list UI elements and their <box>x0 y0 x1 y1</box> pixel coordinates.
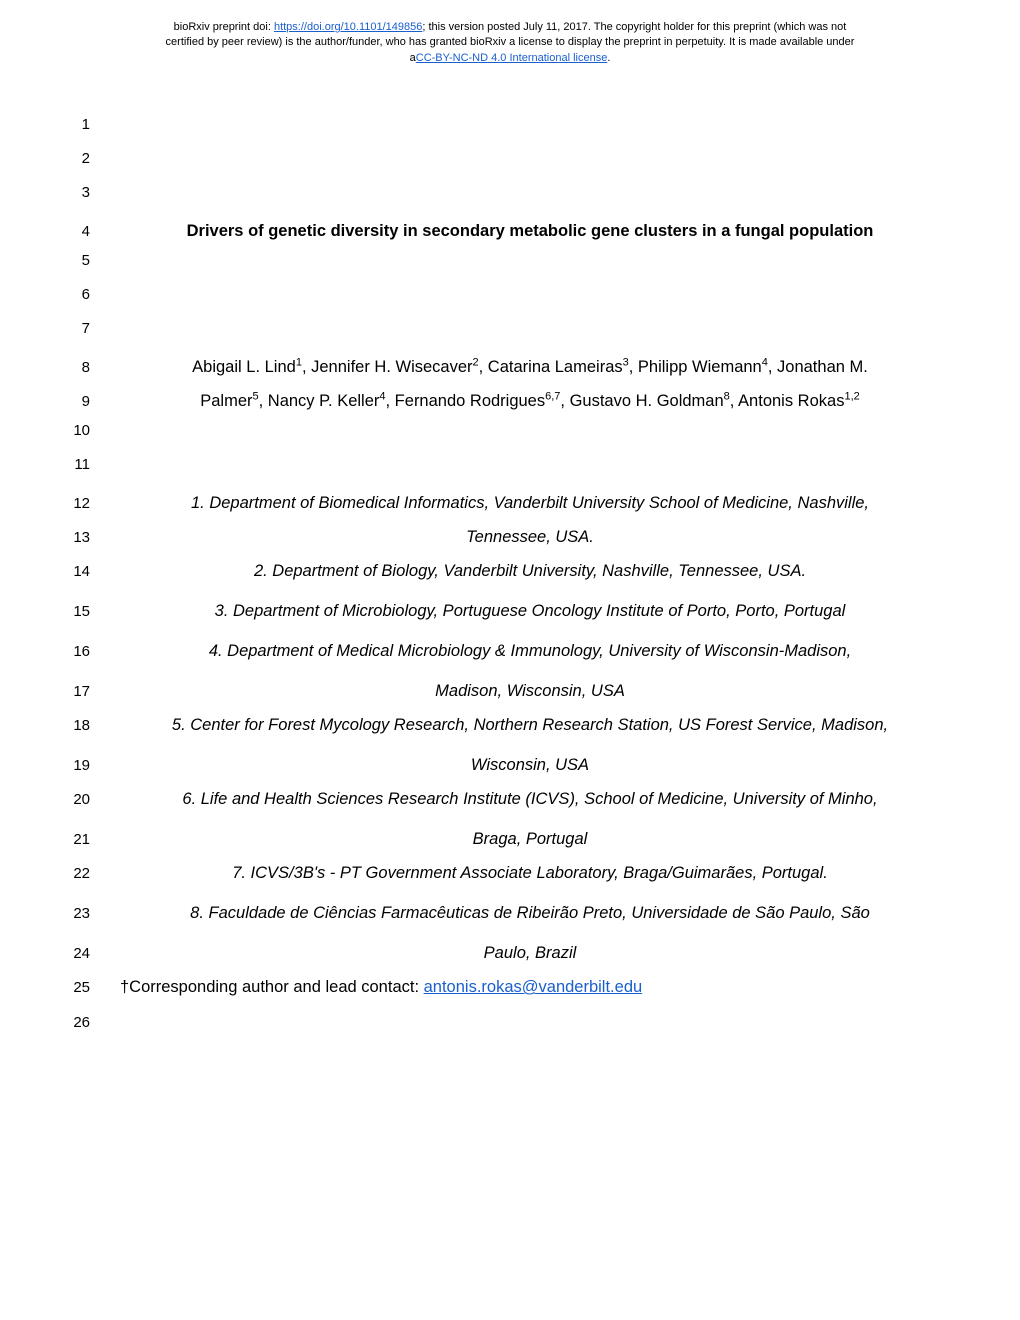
line-14-affiliation: 14 2. Department of Biology, Vanderbilt … <box>40 558 940 598</box>
preprint-header: bioRxiv preprint doi: https://doi.org/10… <box>0 0 1020 76</box>
affiliation-text: 3. Department of Microbiology, Portugues… <box>120 598 940 624</box>
header-line-2: certified by peer review) is the author/… <box>60 35 960 50</box>
author-name: , Philipp Wiemann <box>629 358 762 376</box>
author-name: , Fernando Rodrigues <box>386 392 546 410</box>
line-number: 24 <box>40 945 120 962</box>
line-20-affiliation: 20 6. Life and Health Sciences Research … <box>40 786 940 826</box>
line-number: 7 <box>40 320 120 337</box>
line-21-affiliation: 21 Braga, Portugal <box>40 826 940 860</box>
line-number: 1 <box>40 116 120 133</box>
line-number: 13 <box>40 529 120 546</box>
line-number: 2 <box>40 150 120 167</box>
line-7: 7 <box>40 320 940 354</box>
affiliation-text: Braga, Portugal <box>120 826 940 852</box>
line-1: 1 <box>40 116 940 150</box>
header-suffix-1: ; this version posted July 11, 2017. The… <box>422 21 846 33</box>
line-number: 16 <box>40 643 120 660</box>
line-number: 3 <box>40 184 120 201</box>
corresponding-prefix: †Corresponding author and lead contact: <box>120 978 424 996</box>
line-number: 18 <box>40 717 120 734</box>
corresponding-email-link[interactable]: antonis.rokas@vanderbilt.edu <box>424 978 643 996</box>
line-16-affiliation: 16 4. Department of Medical Microbiology… <box>40 638 940 678</box>
line-13-affiliation: 13 Tennessee, USA. <box>40 524 940 558</box>
line-number: 19 <box>40 757 120 774</box>
line-2: 2 <box>40 150 940 184</box>
line-6: 6 <box>40 286 940 320</box>
line-number: 10 <box>40 422 120 439</box>
corresponding-author-text: †Corresponding author and lead contact: … <box>120 974 940 1000</box>
line-18-affiliation: 18 5. Center for Forest Mycology Researc… <box>40 712 940 752</box>
line-number: 22 <box>40 865 120 882</box>
line-17-affiliation: 17 Madison, Wisconsin, USA <box>40 678 940 712</box>
line-number: 23 <box>40 905 120 922</box>
line-number: 8 <box>40 359 120 376</box>
affiliation-text: 2. Department of Biology, Vanderbilt Uni… <box>120 558 940 584</box>
line-number: 6 <box>40 286 120 303</box>
affiliation-text: 1. Department of Biomedical Informatics,… <box>120 490 940 516</box>
line-24-affiliation: 24 Paulo, Brazil <box>40 940 940 974</box>
author-name: , Catarina Lameiras <box>479 358 623 376</box>
line-number: 11 <box>40 456 120 473</box>
line-22-affiliation: 22 7. ICVS/3B's - PT Government Associat… <box>40 860 940 900</box>
manuscript-content: 1 2 3 4 Drivers of genetic diversity in … <box>0 76 1020 1094</box>
author-name: , Nancy P. Keller <box>259 392 380 410</box>
line-number: 15 <box>40 603 120 620</box>
paper-title: Drivers of genetic diversity in secondar… <box>120 218 940 244</box>
author-affil-sup: 6,7 <box>545 391 560 403</box>
license-link[interactable]: CC-BY-NC-ND 4.0 International license <box>416 52 608 64</box>
authors-text: Palmer5, Nancy P. Keller4, Fernando Rodr… <box>120 388 940 414</box>
author-name: , Gustavo H. Goldman <box>560 392 723 410</box>
affiliation-text: 8. Faculdade de Ciências Farmacêuticas d… <box>120 900 940 926</box>
line-10: 10 <box>40 422 940 456</box>
line-8-authors: 8 Abigail L. Lind1, Jennifer H. Wisecave… <box>40 354 940 388</box>
affiliation-text: Madison, Wisconsin, USA <box>120 678 940 704</box>
line-5: 5 <box>40 252 940 286</box>
affiliation-text: Wisconsin, USA <box>120 752 940 778</box>
header-line-3: aCC-BY-NC-ND 4.0 International license. <box>60 51 960 66</box>
line-number: 4 <box>40 223 120 240</box>
line-number: 9 <box>40 393 120 410</box>
line-23-affiliation: 23 8. Faculdade de Ciências Farmacêutica… <box>40 900 940 940</box>
line-19-affiliation: 19 Wisconsin, USA <box>40 752 940 786</box>
affiliation-text: 6. Life and Health Sciences Research Ins… <box>120 786 940 812</box>
affiliation-text: 7. ICVS/3B's - PT Government Associate L… <box>120 860 940 886</box>
line-number: 25 <box>40 979 120 996</box>
line-9-authors: 9 Palmer5, Nancy P. Keller4, Fernando Ro… <box>40 388 940 422</box>
line-number: 12 <box>40 495 120 512</box>
line-number: 20 <box>40 791 120 808</box>
author-affil-sup: 1,2 <box>844 391 859 403</box>
line-11: 11 <box>40 456 940 490</box>
line-number: 26 <box>40 1014 120 1031</box>
author-name: , Jonathan M. <box>768 358 868 376</box>
author-name: Abigail L. Lind <box>192 358 296 376</box>
affiliation-text: Paulo, Brazil <box>120 940 940 966</box>
header-prefix: bioRxiv preprint doi: <box>174 21 274 33</box>
doi-link[interactable]: https://doi.org/10.1101/149856 <box>274 21 422 33</box>
affiliation-text: Tennessee, USA. <box>120 524 940 550</box>
line-25-corresponding: 25 †Corresponding author and lead contac… <box>40 974 940 1014</box>
line-4-title: 4 Drivers of genetic diversity in second… <box>40 218 940 252</box>
line-number: 17 <box>40 683 120 700</box>
line-3: 3 <box>40 184 940 218</box>
line-12-affiliation: 12 1. Department of Biomedical Informati… <box>40 490 940 524</box>
authors-text: Abigail L. Lind1, Jennifer H. Wisecaver2… <box>120 354 940 380</box>
line-15-affiliation: 15 3. Department of Microbiology, Portug… <box>40 598 940 638</box>
affiliation-text: 4. Department of Medical Microbiology & … <box>120 638 940 664</box>
author-name: , Antonis Rokas <box>730 392 845 410</box>
author-name: , Jennifer H. Wisecaver <box>302 358 473 376</box>
line-number: 14 <box>40 563 120 580</box>
affiliation-text: 5. Center for Forest Mycology Research, … <box>120 712 940 738</box>
line-26: 26 <box>40 1014 940 1054</box>
header-line3-suffix: . <box>607 52 610 64</box>
line-number: 5 <box>40 252 120 269</box>
header-line-1: bioRxiv preprint doi: https://doi.org/10… <box>60 20 960 35</box>
line-number: 21 <box>40 831 120 848</box>
author-name: Palmer <box>200 392 252 410</box>
